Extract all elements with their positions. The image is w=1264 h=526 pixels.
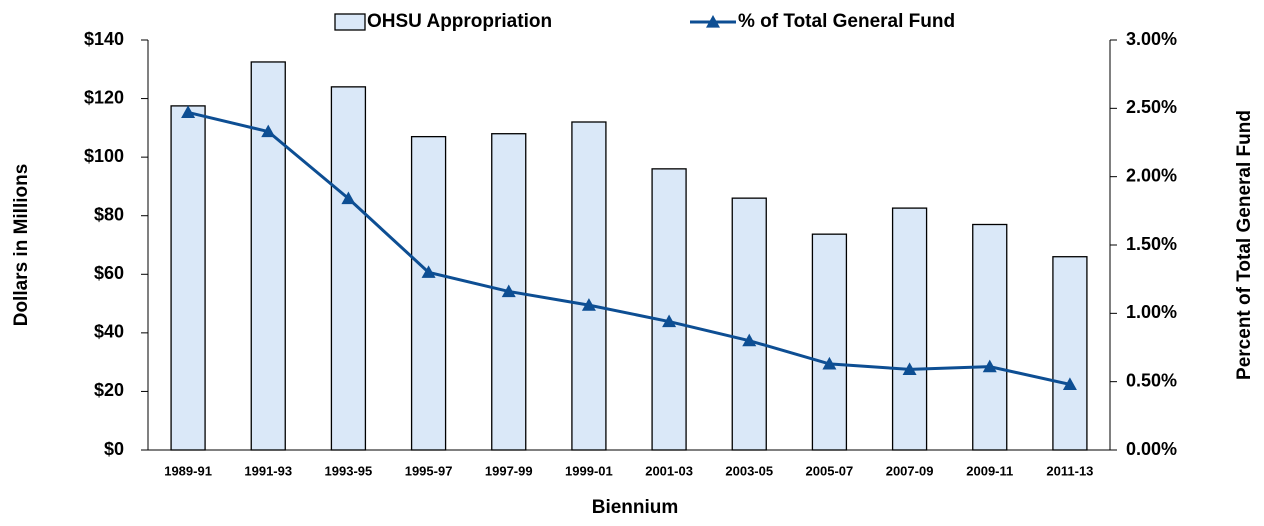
- bar: [250, 61, 286, 451]
- x-tick-label: 1993-95: [325, 463, 373, 478]
- x-tick-label: 2007-09: [886, 463, 934, 478]
- marker: [902, 362, 917, 375]
- x-tick-label: 2003-05: [725, 463, 773, 478]
- x-tick-label: 2009-11: [966, 463, 1013, 478]
- y-axis-title: Dollars in Millions: [11, 164, 32, 327]
- bar: [811, 233, 848, 451]
- y-tick-label: $60: [94, 263, 124, 283]
- legend-marker: [706, 15, 720, 28]
- marker: [742, 333, 757, 347]
- marker: [501, 284, 516, 298]
- y2-axis-title: Percent of Total General Fund: [1234, 110, 1255, 380]
- marker: [581, 298, 596, 311]
- y2-tick-label: 1.50%: [1126, 234, 1177, 254]
- line: [187, 110, 1071, 386]
- y2-tick-label: 2.50%: [1126, 97, 1177, 117]
- y2-tick-label: 1.00%: [1126, 302, 1177, 322]
- bar: [170, 105, 206, 451]
- bar: [972, 223, 1008, 451]
- bar: [410, 135, 447, 451]
- x-tick-label: 2011-13: [1046, 463, 1093, 478]
- x-tick-label: 1991-93: [244, 463, 292, 478]
- marker: [662, 314, 677, 328]
- y2-tick-label: 0.00%: [1126, 439, 1177, 459]
- x-tick-label: 1989-91: [164, 463, 212, 478]
- y-tick-label: $140: [84, 29, 124, 49]
- bar: [731, 197, 767, 451]
- marker: [982, 359, 997, 373]
- y2-tick-label: 3.00%: [1126, 29, 1177, 49]
- y-tick-label: $100: [84, 146, 124, 166]
- x-tick-label: 1997-99: [485, 463, 533, 478]
- bar: [891, 207, 928, 451]
- y-tick-label: $20: [94, 380, 124, 400]
- x-axis-title: Biennium: [592, 497, 679, 518]
- y-tick-label: $120: [84, 87, 124, 107]
- bar: [1052, 256, 1088, 451]
- legend-label: OHSU Appropriation: [367, 11, 552, 32]
- y-tick-label: $40: [94, 322, 124, 342]
- y-tick-label: $80: [94, 204, 124, 224]
- y2-tick-label: 2.00%: [1126, 165, 1177, 185]
- y2-tick-label: 0.50%: [1126, 370, 1177, 390]
- marker: [822, 356, 837, 370]
- marker: [341, 191, 356, 205]
- x-tick-label: 1999-01: [565, 463, 613, 478]
- marker: [181, 105, 196, 119]
- x-tick-label: 1995-97: [405, 463, 453, 478]
- legend-swatch: [334, 13, 366, 31]
- marker: [421, 265, 436, 278]
- bar: [651, 168, 687, 451]
- bar: [571, 121, 607, 451]
- x-tick-label: 2005-07: [806, 463, 854, 478]
- x-tick-label: 2001-03: [645, 463, 693, 478]
- legend-label: % of Total General Fund: [738, 11, 955, 32]
- marker: [1062, 377, 1077, 390]
- marker: [261, 124, 276, 138]
- bar: [330, 86, 367, 451]
- y-tick-label: $0: [104, 439, 124, 459]
